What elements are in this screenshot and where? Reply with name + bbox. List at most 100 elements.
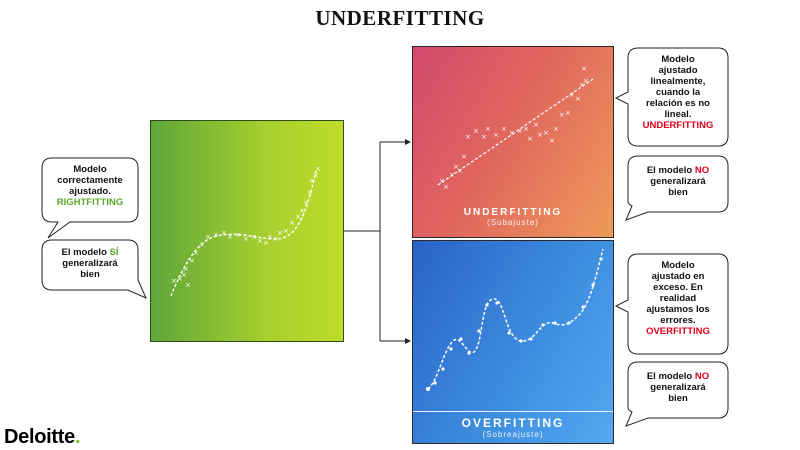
svg-text:×: × [199,241,205,249]
svg-text:×: × [189,257,195,265]
bubble-line: generalizará [44,258,136,269]
bubble-line: bien [630,187,726,198]
svg-text:×: × [581,65,587,73]
bubble-line: bien [630,393,726,404]
bubble-line: relación es no [630,98,726,109]
bubble-highlight: RIGHTFITTING [44,197,136,208]
svg-text:×: × [559,111,565,119]
svg-text:×: × [565,109,571,117]
logo-text: Deloitte [4,426,75,448]
svg-text:×: × [257,237,263,245]
svg-text:×: × [493,131,499,139]
underfit-points: ××× ××× ××× ××× × × × ××× ××× × ×× ××× × [439,65,589,191]
bubble-line: ajustado en [630,271,726,282]
svg-text:×: × [251,233,257,241]
bubble-line: generalizará [630,176,726,187]
svg-text:×: × [523,125,529,133]
bubble-line: errores. [630,315,726,326]
bubble-line: generalizará [630,382,726,393]
bubble-line: exceso. En [630,282,726,293]
svg-text:×: × [517,127,523,135]
rightfitting-panel: × × × × × × × × × × × × × × × × × × × × × × × × × × × × × [150,120,344,342]
svg-text:×: × [443,183,449,191]
overfitting-panel: OVERFITTING (Sobreajuste) [412,240,614,444]
bubble-line: ajustado. [44,186,136,197]
bubble-highlight: OVERFITTING [630,326,726,337]
svg-text:×: × [549,137,555,145]
bubble-under-fit: Modelo ajustado linealmente, cuando la r… [630,54,726,131]
svg-text:×: × [543,129,549,137]
bubble-line: bien [44,269,136,280]
svg-text:×: × [221,229,227,237]
svg-text:×: × [569,91,575,99]
svg-text:×: × [481,133,487,141]
svg-text:×: × [461,153,467,161]
overfit-points [426,257,603,391]
bubble-line: ajustamos los [630,304,726,315]
svg-text:×: × [243,235,249,243]
underfitting-label: UNDERFITTING [413,207,613,218]
svg-text:×: × [533,121,539,129]
svg-text:×: × [267,233,273,241]
svg-text:×: × [509,129,515,137]
svg-text:×: × [171,277,177,285]
bubble-highlight: NO [695,371,709,382]
svg-text:×: × [485,125,491,133]
svg-text:×: × [193,249,199,257]
rightfitting-plot: × ×× ××× ×× × × × × × × × ×× × × ×× ××× ××× ×× [151,121,343,341]
bubble-line: lineal. [630,109,726,120]
svg-text:×: × [553,125,559,133]
underfitting-panel: × × × × × × × × × × × × × × × × × × × × × × × × × × × × UN… [412,46,614,238]
bubble-line: El modelo [647,371,692,382]
bubble-over-gen: El modelo NO generalizará bien [630,371,726,404]
underfitting-sublabel: (Subajuste) [413,218,613,227]
overfitting-sublabel: (Sobreajuste) [413,430,613,439]
deloitte-logo: Deloitte. [4,426,80,449]
bubble-highlight: UNDERFITTING [630,120,726,131]
overfitting-plot [413,241,613,443]
bubble-line: Modelo [630,54,726,65]
svg-text:×: × [537,131,543,139]
bubble-line: El modelo [61,247,106,258]
svg-text:×: × [315,165,321,173]
bubble-line: linealmente, [630,76,726,87]
bubble-line: cuando la [630,87,726,98]
bubble-right-gen: El modelo SÍ generalizará bien [44,247,136,280]
bubble-line: correctamente [44,175,136,186]
svg-text:×: × [299,207,305,215]
svg-text:×: × [575,95,581,103]
svg-text:×: × [235,231,241,239]
svg-text:×: × [457,167,463,175]
overfit-curve [428,249,603,389]
bubble-line: realidad [630,293,726,304]
bubble-line: Modelo [630,260,726,271]
svg-text:×: × [583,77,589,85]
svg-text:×: × [183,265,189,273]
bubble-line: ajustado [630,65,726,76]
rightfit-points: × ×× ××× ×× × × × × × × × ×× × × ×× ××× ××× ×× [171,165,321,289]
svg-text:×: × [283,227,289,235]
bubble-right-fit: Modelo correctamente ajustado. RIGHTFITT… [44,164,136,208]
svg-text:×: × [303,199,309,207]
svg-text:×: × [449,171,455,179]
overfitting-divider [413,411,613,412]
svg-text:×: × [213,231,219,239]
rightfit-curve [171,171,316,296]
svg-text:×: × [473,127,479,135]
svg-text:×: × [501,125,507,133]
logo-dot: . [75,426,80,448]
bubble-highlight: NO [695,165,709,176]
svg-text:×: × [277,229,283,237]
svg-text:×: × [465,133,471,141]
svg-text:×: × [205,233,211,241]
bubble-over-fit: Modelo ajustado en exceso. En realidad a… [630,260,726,337]
svg-text:×: × [185,281,191,289]
svg-text:×: × [227,233,233,241]
svg-text:×: × [289,219,295,227]
overfitting-label: OVERFITTING [413,416,613,430]
bubble-highlight: SÍ [110,247,119,258]
svg-text:×: × [307,189,313,197]
bubble-under-gen: El modelo NO generalizará bien [630,165,726,198]
bubble-line: El modelo [647,165,692,176]
svg-text:×: × [527,135,533,143]
